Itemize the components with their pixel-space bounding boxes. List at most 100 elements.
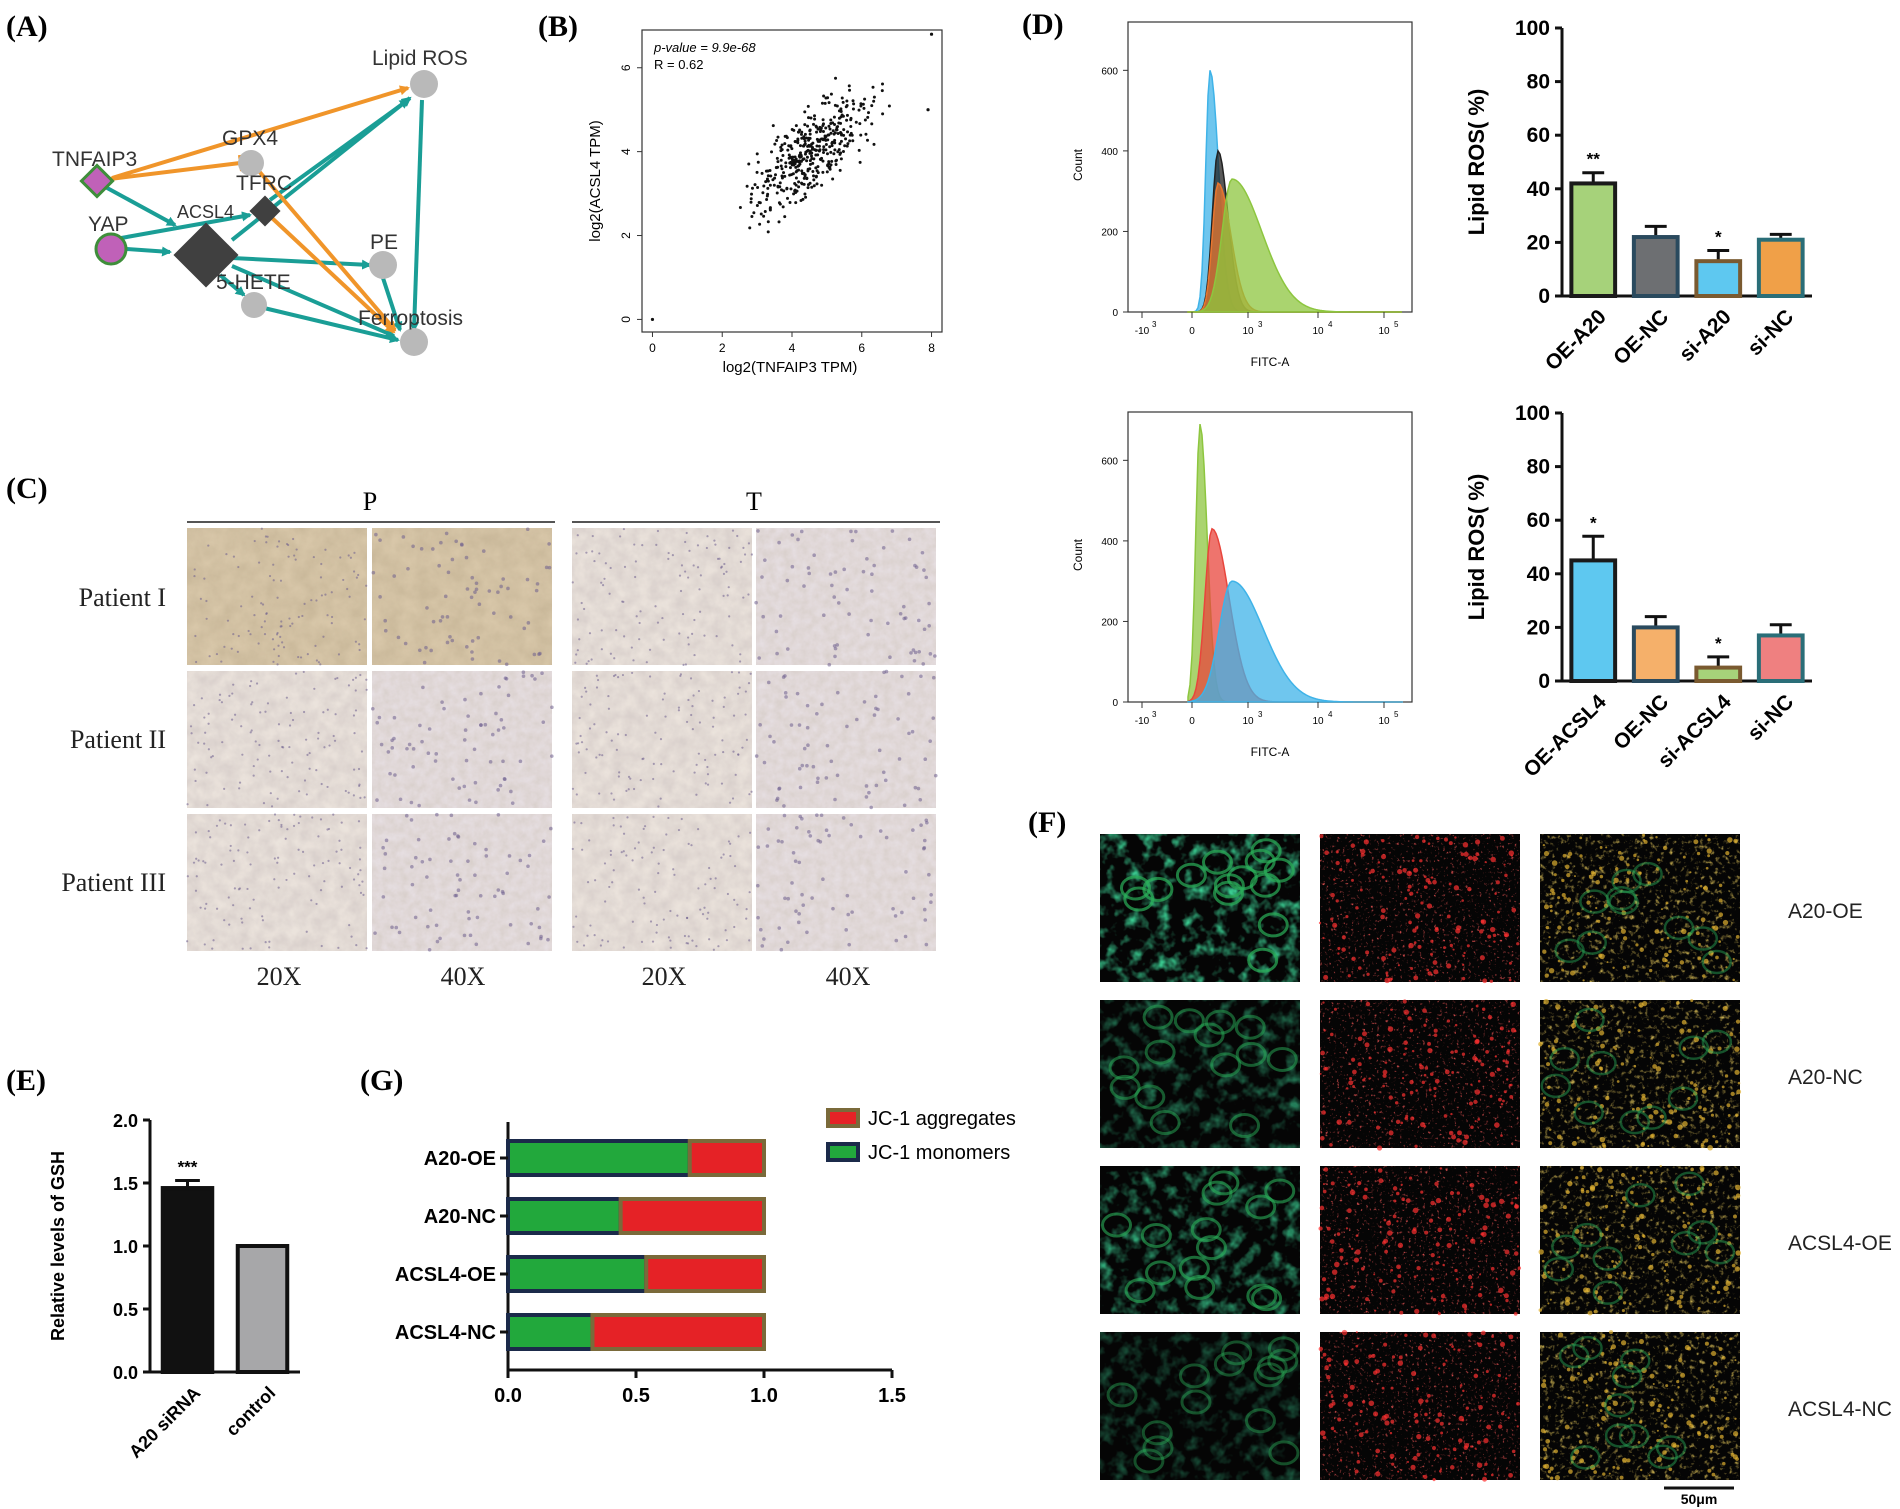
scatter-point (842, 133, 846, 137)
scatter-frame (641, 29, 943, 333)
scatter-point (846, 142, 850, 146)
fluorescence-image (1540, 1330, 1740, 1481)
scatter-points (650, 32, 934, 322)
scatter-point (816, 165, 820, 169)
scatter-point (859, 104, 863, 108)
scatter-point (788, 166, 792, 170)
scatter-point (797, 180, 801, 184)
scatter-point (808, 129, 812, 133)
scatter-point (808, 181, 812, 185)
scatter-point (800, 181, 804, 185)
flow-xtick-exp: 4 (1328, 320, 1333, 329)
scatter-point (872, 142, 876, 146)
scatter-point (837, 116, 841, 120)
scatter-point (760, 171, 764, 175)
scatter-point (859, 102, 863, 106)
node-tfrc (249, 195, 281, 227)
scatter-point (824, 148, 828, 152)
scatter-point (926, 108, 930, 112)
scatter-point (843, 144, 847, 148)
scatter-point (779, 145, 783, 149)
scatter-point (834, 158, 838, 162)
scatter-point (814, 175, 818, 179)
scatter-point (796, 141, 800, 145)
label-tfrc: TFRC (236, 172, 292, 195)
scatter-point (833, 148, 837, 152)
scatter-point (766, 174, 770, 178)
bar-category-label: OE-A20 (1541, 305, 1611, 375)
scatter-point (808, 132, 812, 136)
scatter-point (803, 132, 807, 136)
scatter-point (786, 148, 790, 152)
scatter-point (818, 130, 822, 134)
bar-si-nc (1756, 237, 1805, 298)
ihc-mag-3: 20X (642, 962, 687, 991)
flow-xtick-exp: 3 (1258, 710, 1263, 719)
scatter-xtick-label: 8 (928, 341, 935, 355)
scatter-point (766, 220, 770, 224)
bar-ylabel: Lipid ROS( %) (1464, 474, 1489, 621)
edge-tfrc-lipidros (268, 98, 410, 202)
scatter-point (794, 124, 798, 128)
scatter-point (841, 100, 845, 104)
scatter-point (780, 188, 784, 192)
scatter-point (780, 176, 784, 180)
scatter-point (810, 185, 814, 189)
panel-label-g: (G) (360, 1064, 403, 1097)
panel-label-f: (F) (1028, 806, 1066, 839)
bar-si-acsl4 (1694, 665, 1743, 683)
scatter-point (798, 144, 802, 148)
scatter-point (821, 170, 825, 174)
scatter-point (776, 160, 780, 164)
edge-lipidros-ferroptosis (409, 99, 424, 332)
label-yap: YAP (88, 213, 128, 236)
scatter-point (805, 155, 809, 159)
bar-ylabel: Relative levels of GSH (48, 1151, 68, 1341)
bar-ytick-label: 1.0 (113, 1237, 138, 1257)
scatter-point (797, 130, 801, 134)
fluorescence-image (1100, 1000, 1300, 1148)
scatter-point (821, 118, 825, 122)
scatter-point (789, 173, 793, 177)
edge-tnfaip3-gpx4 (101, 161, 241, 182)
edge-gpx4-ferroptosis (256, 168, 397, 332)
scatter-point (848, 139, 852, 143)
scatter-point (778, 185, 782, 189)
significance-label: *** (178, 1157, 198, 1176)
scatter-point (802, 182, 806, 186)
scatter-point (825, 170, 829, 174)
fluor-row-1: A20-OE (1788, 900, 1863, 923)
scatter-point (849, 124, 853, 128)
fluorescence-image (1540, 833, 1740, 982)
scatter-point (810, 147, 814, 151)
scatter-point (813, 148, 817, 152)
scatter-point (811, 161, 815, 165)
scatter-point (755, 203, 759, 207)
ihc-image (754, 669, 938, 810)
node-tnfaip3 (79, 163, 115, 199)
scatter-point (775, 139, 779, 143)
ihc-image (754, 528, 937, 667)
scatter-point (845, 118, 849, 122)
scatter-point (770, 150, 774, 154)
scatter-point (828, 127, 832, 131)
network-diagram: Lipid ROS GPX4 TNFAIP3 TFRC YAP ACSL4 PE… (52, 47, 468, 356)
flow-xtick-label: 0 (1189, 716, 1195, 727)
scatter-point (815, 137, 819, 141)
scatter-xlabel: log2(TNFAIP3 TPM) (723, 359, 858, 376)
ihc-image (187, 527, 368, 666)
scatter-point (773, 173, 777, 177)
scatter-point (794, 159, 798, 163)
scatter-point (783, 215, 787, 219)
scatter-point (820, 156, 824, 160)
flow-xtick-label: 0 (1189, 326, 1195, 337)
stack-xtick-label: 1.5 (878, 1385, 906, 1407)
label-pe: PE (370, 231, 398, 254)
scatter-point (859, 133, 863, 137)
scatter-xtick-label: 2 (719, 341, 726, 355)
ihc-image (370, 670, 554, 808)
scatter-point (808, 162, 812, 166)
scatter-point (833, 123, 837, 127)
